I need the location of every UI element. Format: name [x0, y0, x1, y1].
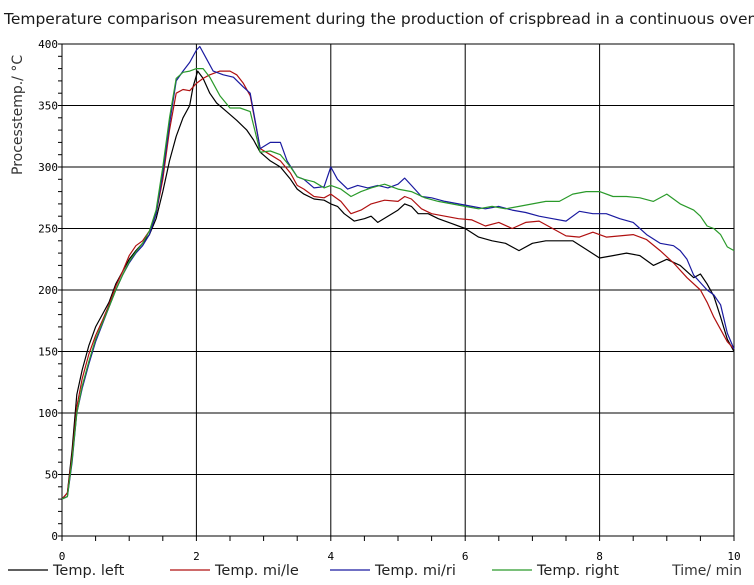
legend-label: Temp. mi/ri: [374, 563, 456, 579]
y-tick-label: 50: [45, 469, 58, 482]
legend-label: Temp. right: [536, 563, 619, 579]
y-tick-label: 400: [38, 38, 58, 51]
y-tick-label: 0: [51, 530, 58, 543]
y-tick-label: 300: [38, 161, 58, 174]
x-axis-label: Time/ min: [671, 563, 742, 579]
y-tick-label: 250: [38, 223, 58, 236]
series-line-2: [61, 70, 735, 500]
series-line-3: [61, 45, 735, 500]
series-line-4: [61, 68, 735, 500]
legend-label: Temp. left: [52, 563, 125, 579]
x-tick-label: 4: [327, 550, 334, 563]
series-layer: [61, 45, 735, 500]
x-tick-label: 6: [462, 550, 469, 563]
y-axis-label: Processtemp./ °C: [10, 55, 26, 175]
x-tick-label: 2: [193, 550, 200, 563]
x-tick-label: 0: [59, 550, 66, 563]
x-tick-label: 10: [727, 550, 740, 563]
legend: Temp. left Temp. mi/le Temp. mi/ri Temp. ri…: [8, 563, 619, 579]
chart-title: Temperature comparison measurement durin…: [4, 10, 754, 28]
grid-layer: [61, 43, 735, 537]
x-tick-label: 8: [596, 550, 603, 563]
y-tick-label: 150: [38, 346, 58, 359]
legend-label: Temp. mi/le: [214, 563, 299, 579]
series-line-1: [61, 70, 735, 500]
y-tick-label: 200: [38, 284, 58, 297]
y-tick-label: 100: [38, 407, 58, 420]
y-tick-label: 350: [38, 100, 58, 113]
axes-layer: Processtemp./ °C Time/ min 0501001502002…: [10, 38, 742, 579]
